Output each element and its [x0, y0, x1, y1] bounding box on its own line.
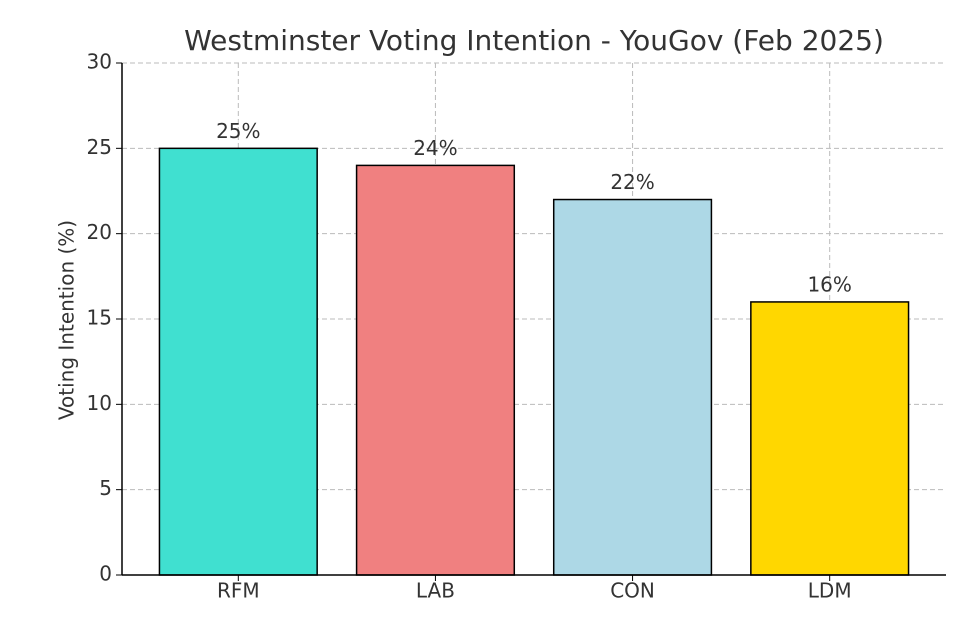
- y-tick-label: 20: [87, 220, 112, 244]
- y-tick-label: 25: [87, 135, 112, 159]
- value-label: 16%: [807, 272, 851, 296]
- x-tick-label: LAB: [416, 579, 455, 603]
- bar: [750, 301, 910, 576]
- value-label: 25%: [216, 119, 260, 143]
- y-tick-label: 5: [99, 476, 112, 500]
- x-tick-label: RFM: [217, 579, 260, 603]
- value-label: 24%: [413, 136, 457, 160]
- x-tick-label: CON: [610, 579, 655, 603]
- bar: [355, 164, 516, 576]
- y-tick-label: 10: [87, 391, 112, 415]
- bar: [552, 198, 713, 576]
- x-tick-label: LDM: [808, 579, 852, 603]
- y-tick-label: 15: [87, 306, 112, 330]
- y-axis-label: Voting Intention (%): [55, 220, 79, 420]
- chart-title: Westminster Voting Intention - YouGov (F…: [184, 24, 884, 57]
- y-tick-label: 30: [87, 50, 112, 74]
- bar: [158, 147, 318, 576]
- y-tick-label: 0: [99, 562, 112, 586]
- value-label: 22%: [610, 170, 654, 194]
